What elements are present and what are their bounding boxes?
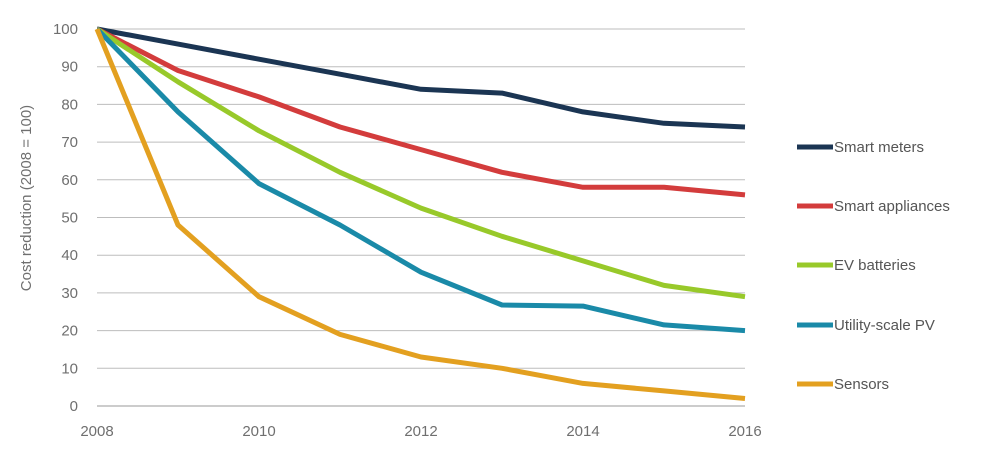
y-tick-label: 10 [61, 360, 78, 377]
legend-label: Utility-scale PV [834, 317, 935, 334]
gridlines [97, 28, 745, 407]
y-tick-label: 100 [53, 21, 78, 38]
legend-item: EV batteries [797, 257, 916, 274]
series-lines [94, 26, 746, 401]
legend-item: Utility-scale PV [797, 317, 935, 334]
legend: Smart meters Smart appliances EV batteries… [797, 139, 950, 393]
y-tick-label: 40 [61, 247, 78, 264]
x-tick-label: 2014 [566, 423, 599, 440]
x-tick-label: 2012 [404, 423, 437, 440]
y-tick-label: 20 [61, 323, 78, 340]
x-tick-label: 2016 [728, 423, 761, 440]
y-tick-label: 90 [61, 59, 78, 76]
x-tick-label: 2010 [242, 423, 275, 440]
series-line-smart-meters [96, 26, 746, 130]
legend-label: EV batteries [834, 257, 916, 274]
x-tick-label: 2008 [80, 423, 113, 440]
y-tick-label: 70 [61, 134, 78, 151]
legend-label: Smart meters [834, 139, 924, 156]
series-line-utility-scale-pv [95, 27, 746, 334]
x-axis-ticks: 2008 2010 2012 2014 2016 [80, 423, 761, 440]
legend-item: Sensors [797, 376, 889, 393]
y-tick-label: 60 [61, 172, 78, 189]
legend-label: Smart appliances [834, 198, 950, 215]
y-tick-label: 0 [70, 398, 78, 415]
series-line-smart-appliances [95, 26, 746, 198]
legend-label: Sensors [834, 376, 889, 393]
y-tick-label: 50 [61, 210, 78, 227]
series-line-sensors [94, 28, 746, 401]
legend-item: Smart meters [797, 139, 924, 156]
y-tick-label: 30 [61, 285, 78, 302]
series-line-ev-batteries [95, 26, 746, 300]
legend-item: Smart appliances [797, 198, 950, 215]
y-axis-label: Cost reduction (2008 = 100) [18, 105, 35, 291]
y-axis-ticks: 0 10 20 30 40 50 60 70 80 90 100 [53, 21, 78, 415]
y-tick-label: 80 [61, 96, 78, 113]
